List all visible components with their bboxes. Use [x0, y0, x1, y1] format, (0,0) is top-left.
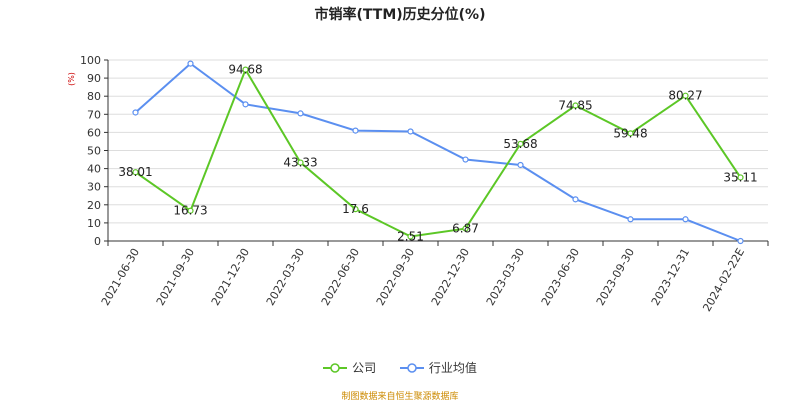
x-tick-label: 2021-06-30 [99, 246, 142, 308]
x-tick-labels: 2021-06-30 2021-09-30 2021-12-30 2022-03-30… [99, 246, 747, 314]
point-industry [297, 110, 304, 117]
point-industry [627, 216, 634, 223]
data-label-company: 43.33 [283, 156, 317, 170]
point-company [187, 207, 194, 214]
data-label-company: 2.51 [397, 229, 424, 243]
y-tick-label: 20 [87, 199, 101, 212]
point-industry [682, 216, 689, 223]
point-company [462, 225, 469, 232]
data-label-company: 94.68 [228, 63, 262, 77]
legend-marker-company [323, 362, 348, 373]
legend-item-company[interactable]: 公司 [323, 359, 376, 376]
y-tick-label: 60 [87, 126, 101, 139]
point-company [407, 233, 414, 240]
y-tick-label: 90 [87, 72, 101, 85]
x-tick-label: 2022-12-30 [429, 246, 472, 308]
chart-title: 市销率(TTM)历史分位(%) [314, 7, 486, 23]
y-tick-label: 0 [94, 235, 101, 248]
y-tick-label: 70 [87, 108, 101, 121]
x-tick-label: 2022-09-30 [374, 246, 417, 308]
data-label-company: 38.01 [118, 165, 152, 179]
axes [104, 59, 769, 246]
y-tick-label: 50 [87, 145, 101, 158]
data-labels: 38.01 16.73 94.68 43.33 17.6 2.51 6.87 53.68 74.… [118, 63, 757, 244]
point-company [517, 140, 524, 147]
point-industry [242, 101, 249, 108]
point-industry [352, 127, 359, 134]
data-label-company: 35.11 [723, 170, 757, 184]
grid-lines [108, 59, 768, 224]
x-tick-label: 2023-12-31 [649, 246, 692, 308]
legend: 公司 行业均值 [0, 359, 800, 376]
legend-item-industry[interactable]: 行业均值 [399, 359, 477, 376]
point-company [627, 130, 634, 137]
y-tick-label: 100 [80, 54, 101, 67]
point-industry [517, 161, 524, 169]
y-tick-labels: 0 10 20 30 40 50 60 70 80 90 100 [80, 54, 101, 248]
legend-marker-industry [399, 362, 424, 373]
data-label-company: 59.48 [613, 126, 647, 140]
point-industry [132, 109, 139, 116]
y-unit-label: (%) [67, 72, 76, 86]
x-tick-label: 2021-12-30 [209, 246, 252, 308]
point-company [132, 169, 139, 176]
x-tick-label: 2024-02-22E [700, 246, 747, 314]
point-company [737, 174, 744, 181]
point-industry [407, 128, 414, 135]
y-tick-label: 10 [87, 217, 101, 230]
data-label-company: 16.73 [173, 204, 207, 218]
data-label-company: 53.68 [503, 137, 537, 151]
point-company [352, 206, 359, 213]
data-label-company: 74.85 [558, 99, 592, 113]
data-label-company: 17.6 [342, 202, 369, 216]
series-lines [134, 62, 742, 242]
data-label-company: 80.27 [668, 89, 702, 103]
y-tick-label: 40 [87, 163, 101, 176]
point-company [682, 92, 689, 99]
point-industry [737, 237, 744, 245]
x-tick-label: 2022-06-30 [319, 246, 362, 308]
x-tick-label: 2022-03-30 [264, 246, 307, 308]
point-industry [462, 156, 469, 163]
point-industry [572, 196, 579, 203]
series-line-industry [134, 62, 741, 242]
series-points [132, 60, 744, 245]
y-tick-label: 30 [87, 181, 101, 194]
point-company [242, 66, 249, 73]
x-tick-label: 2023-03-30 [484, 246, 527, 308]
point-company [297, 159, 304, 166]
legend-label-company: 公司 [352, 361, 377, 375]
data-label-company: 6.87 [452, 222, 479, 236]
y-tick-label: 80 [87, 90, 101, 103]
point-company [572, 102, 579, 109]
source-note: 制图数据来自恒生聚源数据库 [341, 392, 459, 402]
x-tick-label: 2023-06-30 [539, 246, 582, 308]
x-tick-label: 2023-09-30 [594, 246, 637, 308]
point-industry [187, 60, 194, 67]
x-tick-label: 2021-09-30 [154, 246, 197, 308]
series-line-company [134, 67, 742, 238]
legend-label-industry: 行业均值 [428, 361, 477, 375]
